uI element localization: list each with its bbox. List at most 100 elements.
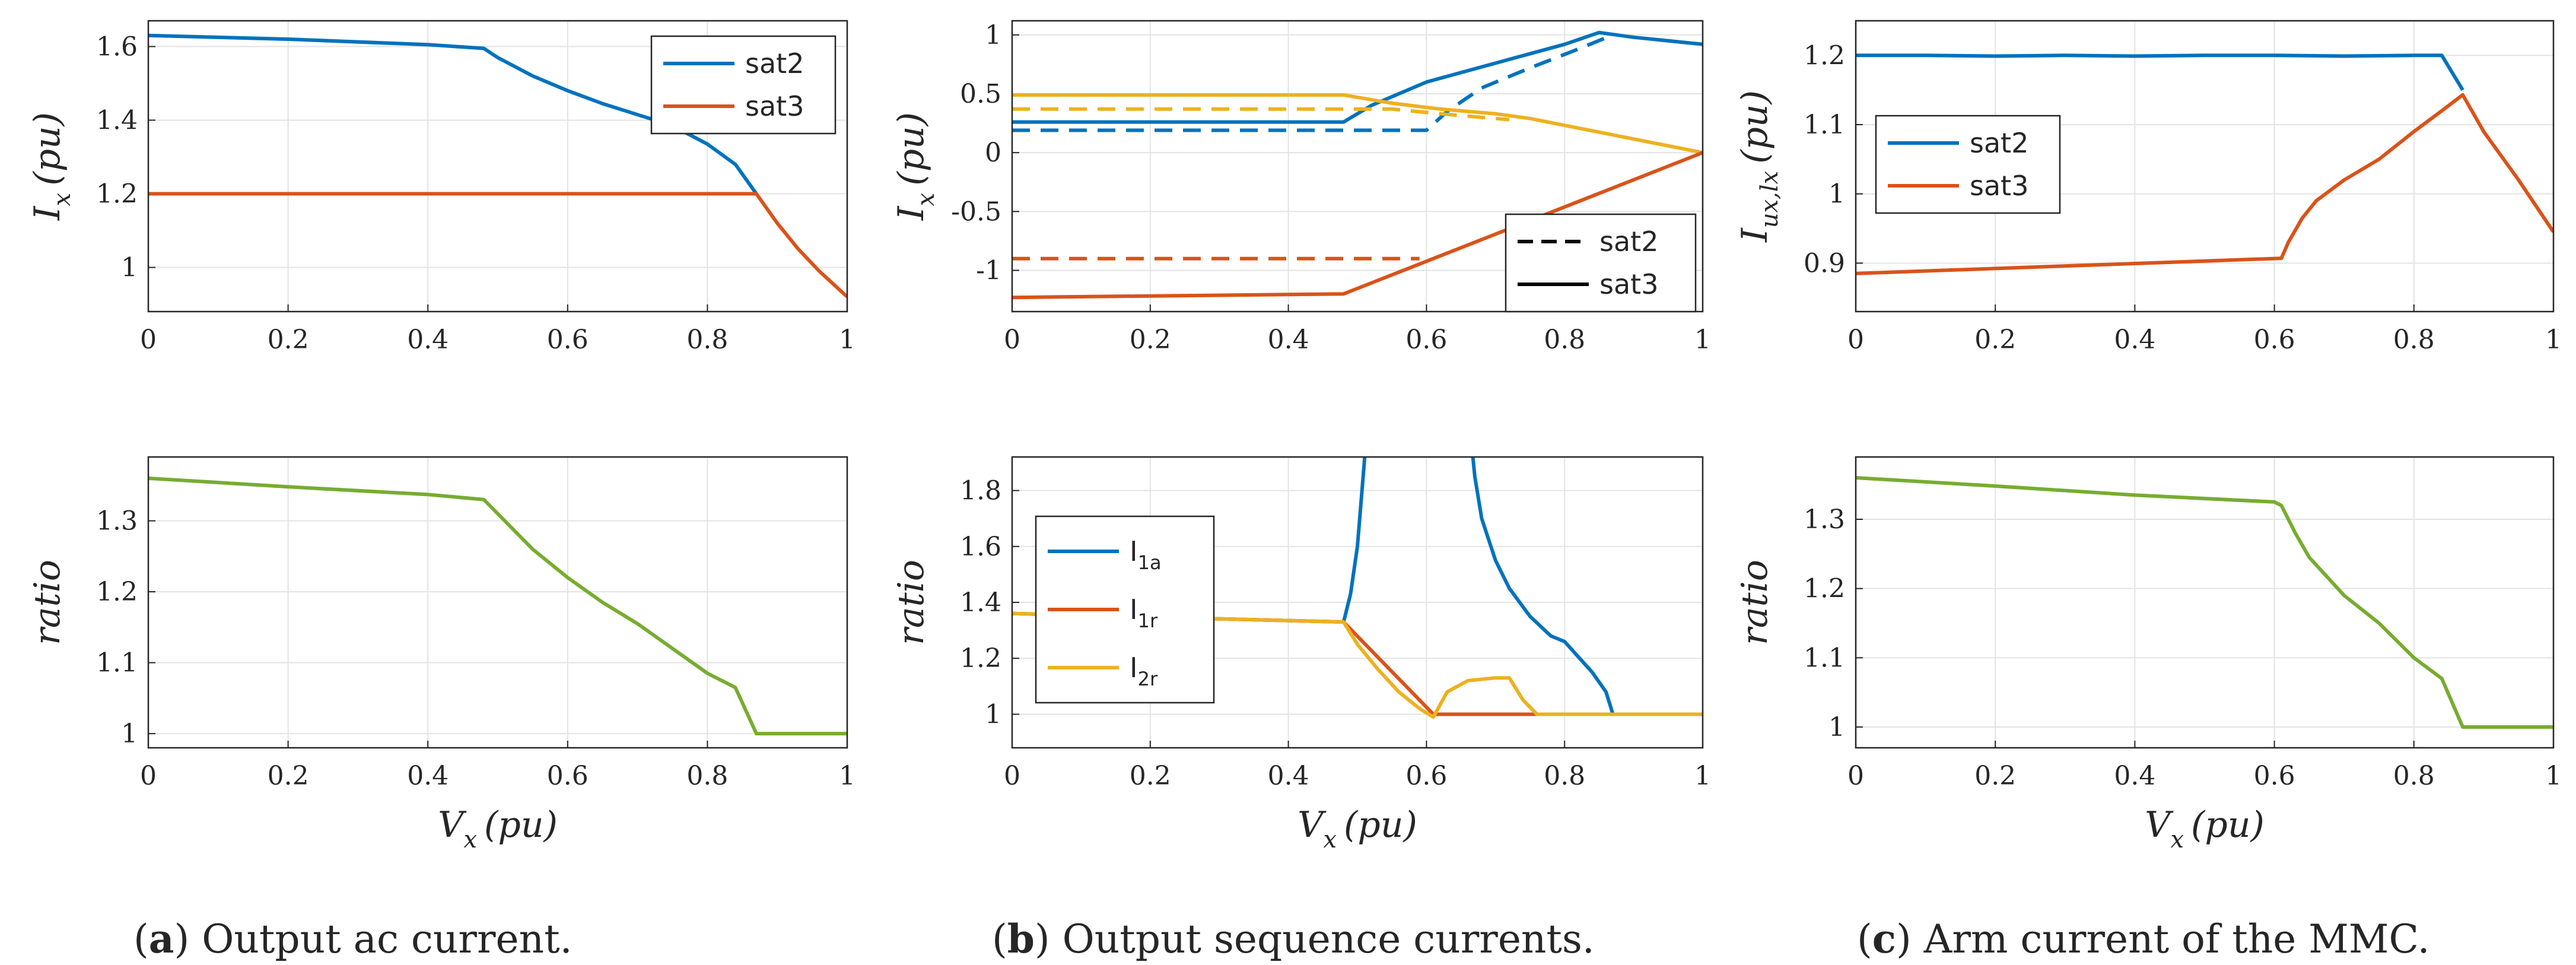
x-label-unit: (pu)	[484, 804, 558, 846]
series-line-I2r	[1012, 611, 1703, 719]
y-axis-label: Ix (pu)	[891, 112, 940, 221]
x-tick-label: 0.4	[407, 325, 449, 355]
y-tick-label: 1.6	[960, 532, 1001, 562]
legend-label: sat3	[745, 90, 804, 122]
plot-area	[148, 457, 847, 748]
x-tick-label: 0.2	[1974, 761, 2016, 791]
series-line-ratio	[148, 476, 847, 736]
x-tick-label: 0.8	[2393, 761, 2435, 791]
legend-label-sub: 2r	[1138, 668, 1158, 690]
y-tick-label: 1.2	[96, 577, 138, 607]
x-tick-label: 1	[839, 761, 856, 791]
x-tick-label: 0.6	[2254, 761, 2295, 791]
x-tick-label: 0.8	[686, 325, 728, 355]
series-line-blue-sat3	[1012, 30, 1703, 124]
x-axis-label: Vx (pu)	[1297, 804, 1417, 853]
x-label-unit: (pu)	[1344, 804, 1417, 846]
y-tick-label: 1.2	[96, 179, 138, 209]
legend-label-main: I	[1130, 593, 1138, 626]
y-tick-label: 1	[121, 253, 138, 283]
series-group	[1012, 457, 1703, 719]
x-tick-label: 0.8	[686, 761, 728, 791]
chart-c-bottom: 0 0.2 0.4 0.6 0.8 1 1 1.1 1.2 1.3 ratio Vx (pu)	[1734, 456, 2562, 853]
caption-b: (b) Output sequence currents.	[992, 916, 1595, 962]
y-tick-label: 0.5	[960, 79, 1001, 109]
x-tick-label: 0	[140, 325, 157, 355]
y-tick-label: 1.6	[96, 31, 138, 62]
legend-label-sub: 1a	[1138, 551, 1162, 574]
x-tick-label: 0.8	[2393, 325, 2435, 355]
y-label-sub: x	[912, 193, 940, 207]
legend-label: I1r	[1130, 593, 1158, 632]
y-axis-label: ratio	[27, 560, 68, 645]
caption-c-letter: c	[1872, 916, 1896, 962]
x-tick-label: 0.4	[2114, 325, 2155, 355]
y-label-main: I	[1734, 227, 1776, 243]
y-label-sub: ux,lx	[1756, 171, 1783, 228]
y-axis-label: Iux,lx (pu)	[1734, 90, 1783, 243]
legend-label-main: sat3	[745, 90, 804, 122]
x-tick-label: 1	[839, 325, 856, 355]
y-tick-label: 1.2	[1804, 574, 1845, 604]
y-tick-label: 1	[1828, 179, 1845, 209]
x-tick-label: 0.2	[268, 325, 309, 355]
legend-label: sat2	[1599, 226, 1658, 258]
series-line-I1a	[1012, 457, 1615, 715]
legend-label-main: I	[1130, 535, 1138, 567]
y-label-unit: (pu)	[1734, 90, 1776, 164]
svg-text:(a) Output ac current.: (a) Output ac current.	[133, 916, 573, 962]
y-label-main: I	[891, 205, 932, 221]
legend-label: sat2	[745, 47, 804, 80]
series-group	[1856, 476, 2553, 729]
x-tick-label: 0	[1004, 325, 1020, 355]
legend-label: sat2	[1970, 127, 2028, 159]
caption-b-letter: b	[1007, 916, 1035, 962]
x-tick-label: 0	[1847, 761, 1864, 791]
axes-frame	[147, 456, 848, 749]
x-label-sub: x	[2170, 826, 2184, 853]
x-tick-label: 1	[1694, 761, 1711, 791]
series-line-sat2	[148, 33, 758, 195]
x-tick-label: 0.8	[1544, 325, 1585, 355]
y-tick-label: 1	[121, 719, 138, 749]
legend-label: sat3	[1970, 170, 2028, 202]
legend: sat2 sat3	[650, 35, 837, 135]
legend-label-main: I	[1130, 652, 1138, 684]
y-tick-label: 1.2	[1804, 40, 1845, 71]
x-tick-label: 0.6	[1405, 325, 1447, 355]
x-tick-label: 0.6	[547, 325, 589, 355]
series-line-sat3	[1856, 93, 2553, 275]
y-tick-label: 1.1	[1804, 110, 1845, 140]
legend-box	[650, 35, 837, 135]
y-axis-label: Ix (pu)	[27, 112, 76, 221]
series-line-red-sat3	[1012, 151, 1703, 300]
legend-label-main: sat3	[1970, 170, 2028, 202]
legend-label-main: sat3	[1599, 268, 1658, 300]
y-tick-label: 0.9	[1804, 248, 1845, 278]
y-tick-label: -0.5	[951, 196, 1001, 227]
x-tick-label: 0.4	[407, 761, 449, 791]
y-tick-label: 1	[1828, 712, 1845, 742]
chart-a-bottom: 0 0.2 0.4 0.6 0.8 1 1 1.1 1.2 1.3 ratio Vx (pu)	[27, 456, 856, 853]
y-label-unit: (pu)	[27, 112, 68, 186]
caption-a-letter: a	[149, 916, 174, 962]
y-tick-label: 1.4	[96, 105, 138, 135]
legend-label: sat3	[1599, 268, 1658, 300]
x-tick-label: 0	[140, 761, 157, 791]
x-label-main: V	[438, 804, 467, 846]
series-line-ratio	[1856, 476, 2553, 729]
series-group	[1856, 53, 2553, 275]
x-tick-label: 0.4	[1268, 325, 1309, 355]
x-tick-label: 0.2	[268, 761, 309, 791]
series-group	[148, 476, 847, 736]
x-tick-label: 0.6	[2254, 325, 2295, 355]
axes-frame	[147, 20, 848, 313]
svg-text:(b) Output sequence currents.: (b) Output sequence currents.	[992, 916, 1595, 962]
x-label-main: V	[1297, 804, 1327, 846]
x-axis-label: Vx (pu)	[438, 804, 558, 853]
legend-label-sub: 1r	[1138, 610, 1158, 632]
y-label-main: ratio	[891, 560, 932, 645]
series-line-yellow-sat3	[1012, 93, 1703, 155]
y-label-sub: x	[49, 193, 76, 207]
